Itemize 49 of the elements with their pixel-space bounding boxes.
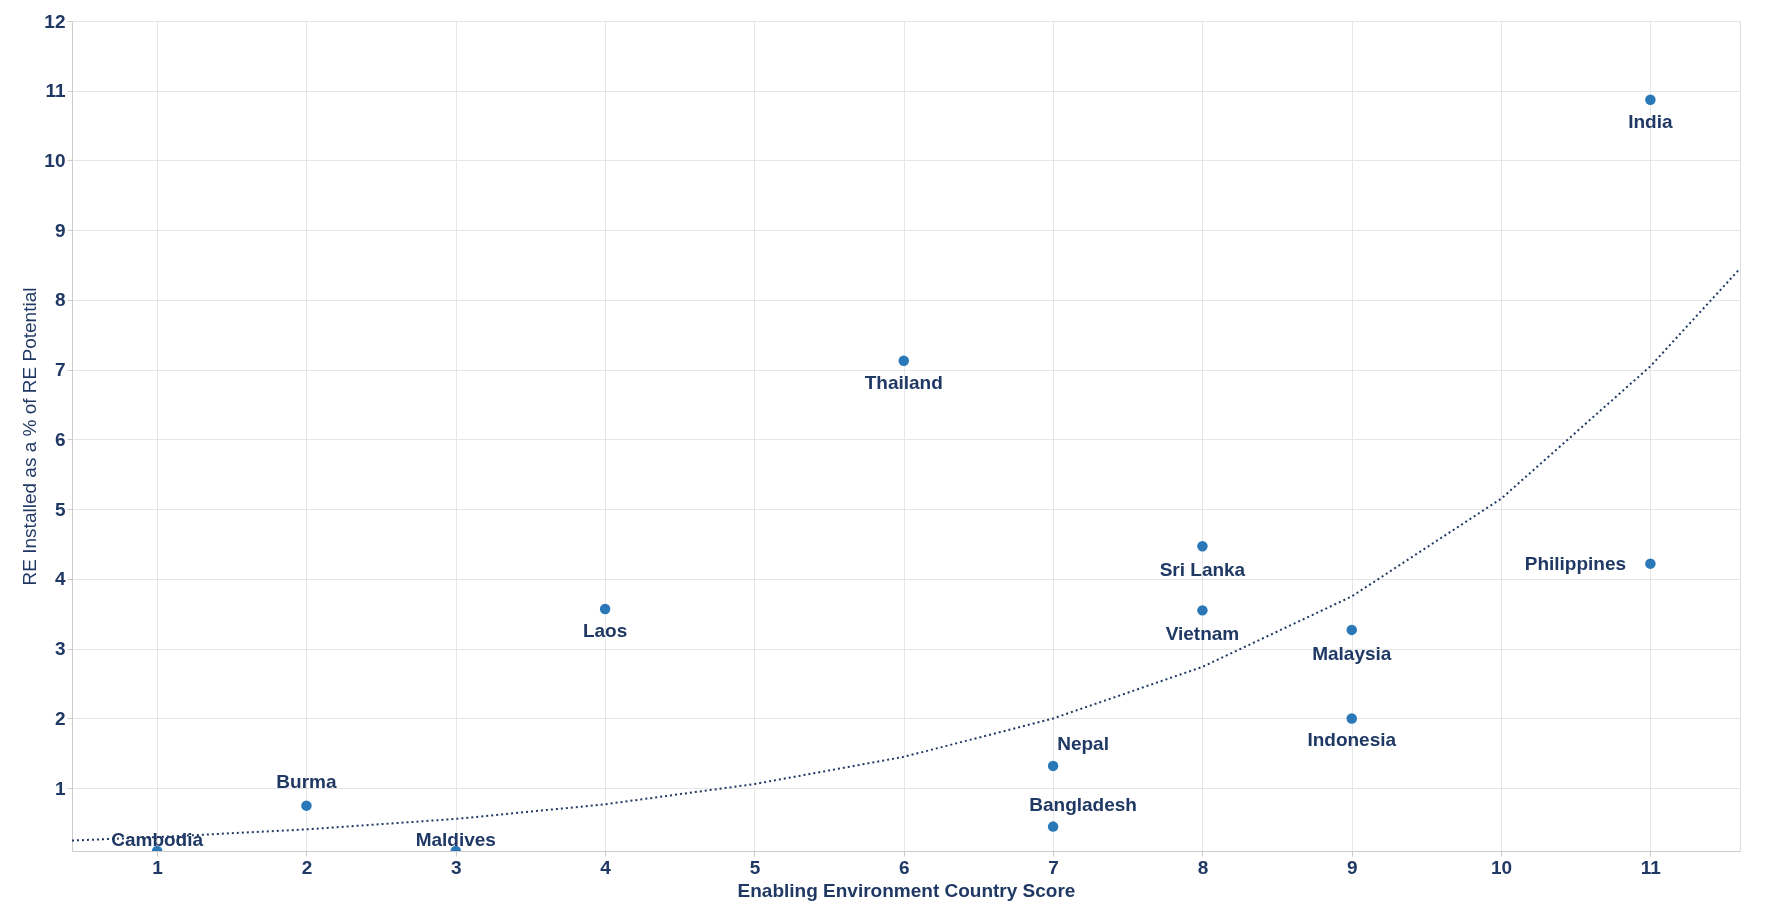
y-tick-label: 12 — [44, 10, 66, 32]
point — [1645, 558, 1656, 569]
annotation: Sri Lanka — [1159, 559, 1246, 581]
point — [1047, 760, 1059, 772]
x-tick-label: 6 — [898, 856, 910, 878]
x-tick-label: 10 — [1491, 856, 1513, 878]
point — [301, 800, 312, 811]
annotation: Cambodia — [111, 829, 204, 850]
point — [1197, 540, 1208, 552]
x-tick-label: 8 — [1197, 856, 1209, 878]
y-tick-label: 7 — [54, 359, 66, 381]
x-tick-label: 7 — [1048, 856, 1059, 878]
y-tick-label: 9 — [54, 219, 66, 241]
x-tick-label: 4 — [600, 856, 612, 878]
annotation: Laos — [582, 619, 628, 641]
annotation: India — [1628, 110, 1673, 132]
annotation: Vietnam — [1165, 623, 1240, 645]
x-tick-label: 2 — [301, 856, 313, 878]
point — [1197, 605, 1208, 616]
x-tick-label: 3 — [450, 856, 462, 878]
annotation: Philippines — [1524, 552, 1627, 574]
annotation: Thailand — [864, 371, 943, 393]
x-tick-label: 11 — [1640, 856, 1662, 878]
annotation: Malaysia — [1312, 642, 1392, 664]
y-tick-label: 10 — [44, 150, 66, 171]
y-tick-label: 6 — [54, 428, 66, 450]
y-tick-label: 3 — [54, 638, 66, 660]
point — [1047, 821, 1059, 832]
x-tick-label: 1 — [152, 856, 164, 878]
x-tick-label: 9 — [1346, 856, 1358, 878]
point — [898, 355, 909, 366]
x-axis-title: Enabling Environment Country Score — [737, 879, 1076, 901]
point — [1346, 624, 1357, 636]
annotation: Bangladesh — [1029, 793, 1137, 815]
point — [1645, 94, 1656, 106]
annotation: Nepal — [1057, 732, 1109, 754]
y-tick-label: 5 — [54, 498, 66, 520]
x-tick-label: 5 — [749, 856, 761, 878]
point — [1346, 713, 1357, 724]
annotation: Burma — [276, 770, 337, 792]
point — [599, 603, 611, 615]
annotation: Maldives — [415, 829, 496, 850]
y-tick-label: 1 — [54, 777, 66, 799]
y-tick-label: 4 — [54, 568, 66, 590]
y-tick-label: 11 — [45, 80, 66, 102]
y-axis-title: RE Installed as a % of RE Potential — [19, 287, 41, 586]
annotation: Indonesia — [1307, 729, 1397, 751]
y-tick-label: 8 — [54, 289, 66, 311]
y-tick-label: 2 — [54, 707, 66, 729]
